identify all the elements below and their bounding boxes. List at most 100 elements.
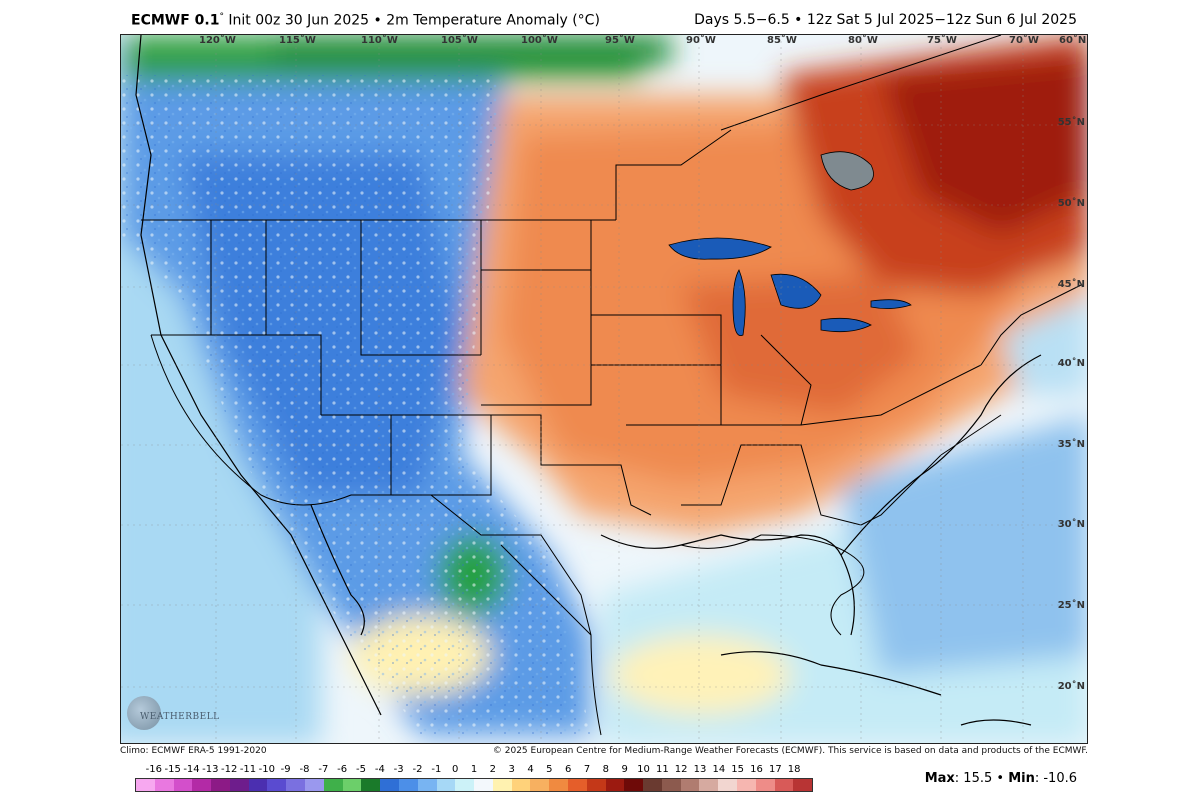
colorbar-swatch — [455, 779, 475, 791]
colorbar-tick-label: -8 — [299, 764, 310, 775]
colorbar-tick-label: -11 — [239, 764, 257, 775]
colorbar-tick-label: -14 — [183, 764, 200, 775]
lon-label: 110˚W — [361, 35, 398, 46]
degree-mark: ° — [219, 12, 224, 22]
colorbar-swatch — [267, 779, 287, 791]
colorbar-tick-label: 12 — [674, 764, 688, 775]
lat-label: 50˚N — [1057, 198, 1085, 209]
colorbar-swatch — [755, 779, 775, 791]
colorbar-swatch — [530, 779, 550, 791]
colorbar-tick-label: -6 — [337, 764, 348, 775]
colorbar-swatch — [680, 779, 700, 791]
colorbar-tick-label: 10 — [637, 764, 650, 775]
colorbar-swatch — [380, 779, 399, 791]
colorbar-tick-label: 13 — [693, 764, 707, 775]
colorbar-swatch — [286, 779, 306, 791]
colorbar-swatch — [323, 779, 343, 791]
colorbar-swatch — [173, 779, 193, 791]
colorbar-tick-label: -15 — [164, 764, 181, 775]
max-label: Max — [924, 771, 955, 786]
lat-label: 60˚N — [1059, 35, 1087, 46]
colorbar-swatch — [192, 779, 212, 791]
colorbar — [135, 778, 813, 792]
colorbar-swatch — [361, 779, 381, 791]
lat-label: 35˚N — [1057, 439, 1085, 450]
colorbar-tick-label: -16 — [145, 764, 162, 775]
max-min-stats: Max: 15.5 • Min: -10.6 — [925, 771, 1077, 786]
colorbar-swatch — [774, 779, 794, 791]
colorbar-tick-label: 16 — [750, 764, 763, 775]
lon-label: 75˚W — [927, 35, 957, 46]
colorbar-swatch — [718, 779, 737, 791]
colorbar-tick-label: -12 — [220, 764, 238, 775]
colorbar-swatch — [699, 779, 719, 791]
colorbar-tick-label: 8 — [602, 764, 610, 775]
colorbar-swatch — [643, 779, 662, 791]
max-value: : 15.5 • — [954, 771, 1009, 786]
colorbar-swatch — [305, 779, 324, 791]
colorbar-swatch — [737, 779, 756, 791]
colorbar-tick-label: 0 — [451, 764, 459, 775]
colorbar-swatch — [154, 779, 174, 791]
colorbar-swatch — [549, 779, 568, 791]
valid-time: Days 5.5−6.5 • 12z Sat 5 Jul 2025−12z Su… — [694, 12, 1077, 28]
colorbar-tick-label: 3 — [508, 764, 515, 775]
lat-label: 30˚N — [1057, 519, 1085, 530]
political-borders — [141, 35, 1082, 736]
colorbar-tick-label: -1 — [431, 764, 442, 775]
colorbar-swatch — [248, 779, 268, 791]
colorbar-tick-label: -4 — [374, 764, 385, 775]
colorbar-tick-label: 15 — [731, 764, 745, 775]
colorbar-swatch — [492, 779, 512, 791]
colorbar-swatch — [417, 779, 437, 791]
map-canvas — [121, 35, 1087, 743]
anomaly-field — [121, 35, 1087, 743]
colorbar-tick-label: -7 — [318, 764, 329, 775]
colorbar-tick-label: 5 — [546, 764, 553, 775]
lat-label: 20˚N — [1057, 681, 1085, 692]
colorbar-tick-label: 14 — [712, 764, 726, 775]
colorbar-tick-label: -2 — [412, 764, 423, 775]
lon-label: 80˚W — [848, 35, 878, 46]
lat-label: 55˚N — [1057, 117, 1085, 128]
coastlines — [135, 35, 1042, 726]
great-lakes — [668, 151, 912, 337]
copyright-note: © 2025 European Centre for Medium-Range … — [492, 746, 1088, 756]
min-value: : -10.6 — [1034, 771, 1077, 786]
colorbar-swatch — [211, 779, 230, 791]
lon-label: 115˚W — [279, 35, 316, 46]
colorbar-tick-label: -3 — [393, 764, 404, 775]
colorbar-swatch — [793, 779, 813, 791]
colorbar-swatch — [229, 779, 249, 791]
colorbar-tick-label: -13 — [202, 764, 219, 775]
colorbar-swatch — [474, 779, 493, 791]
colorbar-swatch — [605, 779, 625, 791]
map-title: ECMWF 0.1° Init 00z 30 Jun 2025 • 2m Tem… — [131, 12, 600, 29]
model-name: ECMWF 0.1 — [131, 12, 220, 29]
colorbar-tick-label: -9 — [280, 764, 291, 775]
colorbar-tick-label: 4 — [527, 764, 534, 775]
colorbar-tick-label: 6 — [564, 764, 572, 775]
lat-label: 40˚N — [1057, 358, 1085, 369]
colorbar-swatch — [661, 779, 681, 791]
colorbar-tick-label: 18 — [787, 764, 801, 775]
graticule — [121, 35, 1087, 743]
colorbar-swatch — [624, 779, 644, 791]
colorbar-swatch — [567, 779, 587, 791]
lon-label: 105˚W — [441, 35, 478, 46]
colorbar-swatch — [586, 779, 606, 791]
init-and-variable: Init 00z 30 Jun 2025 • 2m Temperature An… — [223, 12, 600, 29]
lat-label: 45˚N — [1057, 279, 1085, 290]
weatherbell-logo — [127, 696, 161, 730]
weatherbell-logo-text: WEATHERBELL — [140, 712, 220, 722]
colorbar-tick-label: 2 — [489, 764, 497, 775]
lon-label: 120˚W — [199, 35, 236, 46]
anomaly-map: 120˚W 115˚W 110˚W 105˚W 100˚W 95˚W 90˚W … — [120, 34, 1088, 744]
colorbar-tick-label: 9 — [621, 764, 628, 775]
colorbar-swatch — [398, 779, 418, 791]
lon-label: 90˚W — [686, 35, 716, 46]
colorbar-tick-label: -5 — [356, 764, 366, 775]
colorbar-tick-label: -10 — [258, 764, 275, 775]
colorbar-tick-label: 17 — [768, 764, 782, 775]
lon-label: 100˚W — [521, 35, 558, 46]
